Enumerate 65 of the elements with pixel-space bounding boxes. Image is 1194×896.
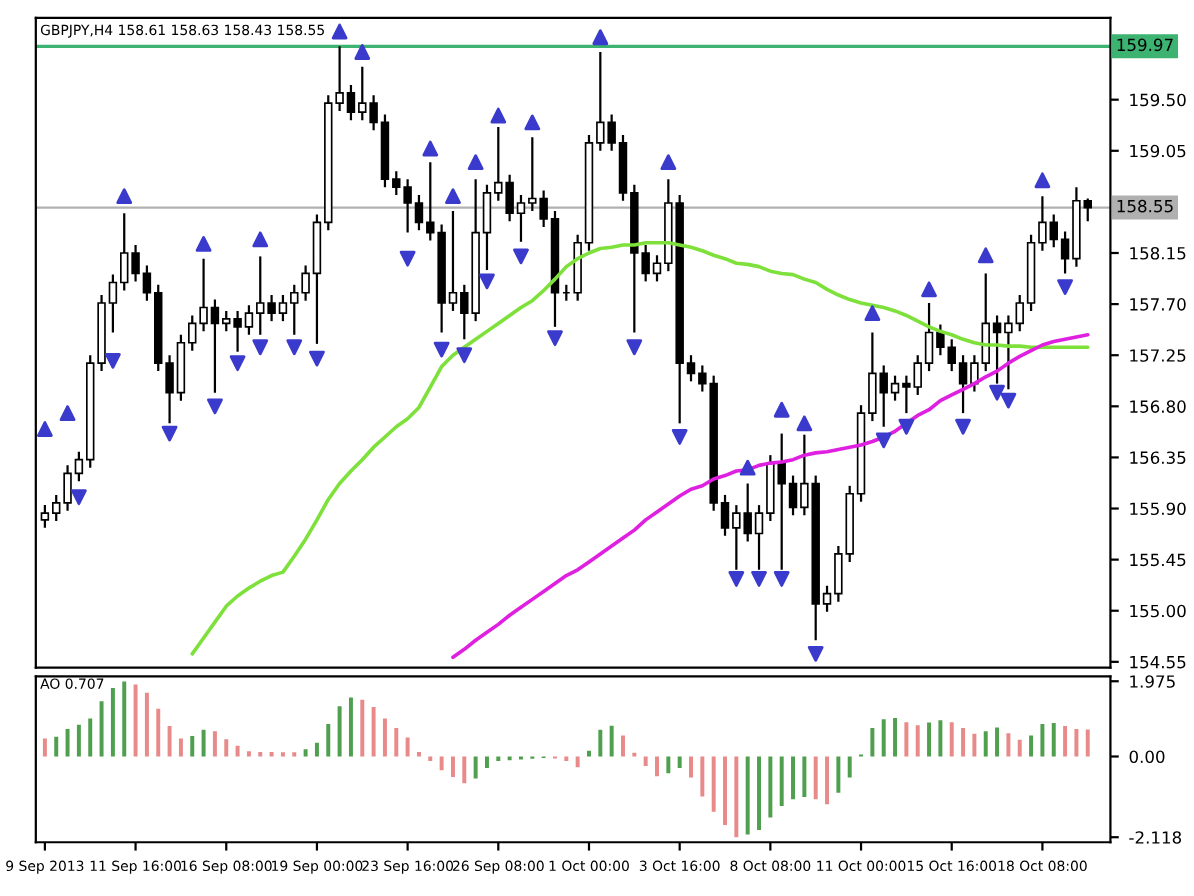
point: [116, 188, 133, 205]
point: [309, 350, 325, 367]
point: [547, 330, 563, 347]
line-series: [451, 332, 1090, 660]
y-tick-label: 157.25: [1130, 349, 1186, 362]
point: [626, 339, 643, 356]
point: [59, 405, 76, 422]
ref-line-label: 158.55: [1117, 199, 1173, 213]
point: [445, 188, 461, 205]
y-tick-label: -2.118: [1129, 831, 1182, 844]
point: [513, 248, 529, 265]
point: [399, 250, 416, 267]
y-tick-label: 154.55: [1130, 656, 1186, 669]
point: [875, 432, 892, 449]
point: [592, 29, 609, 46]
point: [36, 421, 53, 437]
point: [433, 341, 450, 358]
y-tick-label: 155.00: [1130, 604, 1186, 618]
point: [422, 140, 439, 157]
y-tick-label: 158.15: [1130, 246, 1186, 260]
line-series: [190, 240, 1090, 656]
y-tick-label: 156.80: [1130, 400, 1186, 413]
point: [252, 339, 269, 356]
point: [70, 489, 87, 506]
ref-line-label: 159.97: [1117, 38, 1173, 52]
y-tick-label: 155.90: [1130, 502, 1186, 516]
point: [773, 401, 790, 418]
y-tick-label: 159.05: [1130, 144, 1186, 158]
point: [955, 418, 971, 435]
point: [456, 347, 473, 364]
point: [229, 355, 246, 372]
point: [354, 44, 371, 60]
point: [524, 114, 541, 131]
point: [1034, 172, 1051, 189]
point: [1000, 392, 1017, 409]
point: [728, 571, 745, 587]
y-tick-label: 159.50: [1130, 93, 1186, 107]
point: [490, 107, 507, 124]
point: [1057, 279, 1073, 295]
point: [796, 415, 813, 432]
point: [898, 418, 915, 435]
point: [195, 236, 212, 252]
point: [921, 281, 937, 298]
point: [864, 305, 881, 322]
y-tick-label: 156.35: [1130, 451, 1186, 464]
y-tick-label: 157.70: [1130, 298, 1186, 311]
point: [671, 429, 688, 445]
point: [977, 247, 994, 264]
point: [807, 645, 824, 662]
point: [773, 571, 790, 587]
point: [479, 273, 495, 290]
point: [105, 352, 121, 369]
point: [751, 571, 767, 587]
point: [252, 231, 269, 248]
point: [161, 425, 178, 442]
y-tick-label: 155.45: [1130, 553, 1186, 567]
point: [286, 339, 303, 356]
y-tick-label: 0.00: [1129, 750, 1165, 764]
point: [207, 398, 223, 415]
point: [739, 459, 756, 476]
point: [660, 154, 677, 171]
y-tick-label: 1.975: [1130, 675, 1175, 688]
point: [989, 384, 1005, 401]
point: [467, 154, 484, 171]
point: [331, 23, 348, 40]
